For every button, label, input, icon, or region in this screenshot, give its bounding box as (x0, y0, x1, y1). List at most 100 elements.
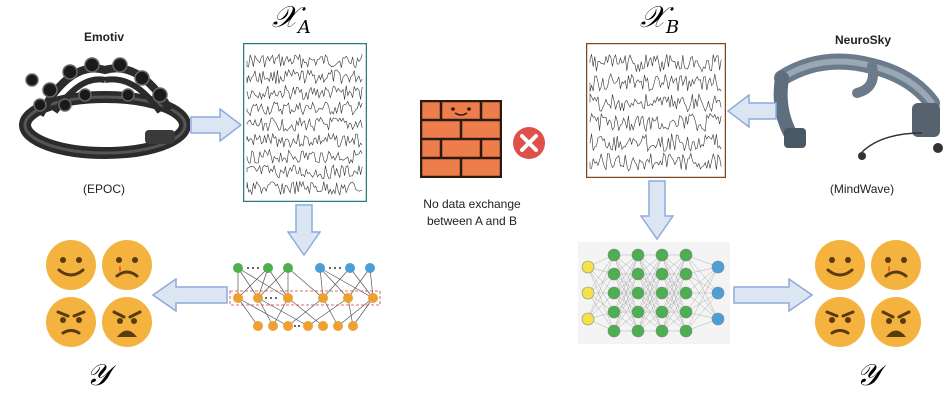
note-line-1: No data exchange (423, 197, 521, 211)
happy-face-icon (46, 240, 96, 290)
network-node (655, 267, 669, 281)
eeg-trace (246, 132, 363, 149)
network-edge (685, 266, 719, 294)
eeg-trace (589, 133, 722, 153)
annoyed-face-icon (815, 297, 865, 347)
network-edge (685, 292, 719, 332)
angry-face-icon (871, 297, 921, 347)
arrow-eeg-a-to-network (287, 204, 321, 256)
eeg-trace (589, 112, 722, 133)
network-node (581, 312, 595, 326)
network-node (607, 324, 621, 338)
sad-face-icon (871, 240, 921, 290)
network-edge (637, 273, 663, 332)
eeg-trace (246, 68, 363, 85)
eeg-trace (246, 100, 363, 117)
network-node (581, 260, 595, 274)
network-node (655, 248, 669, 262)
eeg-signal-panel-b (586, 43, 726, 178)
network-edge (613, 254, 639, 332)
eeg-trace (589, 152, 722, 172)
annoyed-face-icon (46, 297, 96, 347)
network-edge (685, 266, 719, 313)
network-edge (613, 273, 639, 332)
network-node (607, 305, 621, 319)
network-edge (661, 254, 687, 313)
network-edge (587, 292, 615, 332)
network-node (607, 267, 621, 281)
network-node (607, 286, 621, 300)
network-edge (661, 292, 687, 332)
network-edge (685, 273, 719, 320)
network-edge (685, 266, 719, 332)
network-node (631, 286, 645, 300)
network-node (631, 267, 645, 281)
network-edge (661, 254, 687, 332)
network-node (679, 305, 693, 319)
neural-network-a (229, 263, 381, 331)
network-edge (685, 254, 719, 294)
network-edge (587, 273, 615, 320)
no-data-exchange-note: No data exchange between A and B (402, 196, 542, 230)
network-edge (587, 266, 615, 332)
arrow-headset-to-eeg-b (727, 94, 777, 128)
eeg-trace (246, 53, 363, 69)
eeg-trace (246, 164, 363, 180)
network-edge (637, 254, 663, 332)
network-node (655, 286, 669, 300)
output-label-symbol-b: 𝒴 (856, 358, 880, 393)
arrow-network-b-to-emotions (733, 278, 813, 312)
network-node (607, 248, 621, 262)
network-node (679, 267, 693, 281)
network-edge (613, 254, 639, 313)
output-label-symbol-a: 𝒴 (86, 358, 110, 393)
network-edge (661, 254, 687, 294)
emotion-labels-a (44, 238, 154, 350)
network-node (679, 286, 693, 300)
arrow-network-a-to-emotions (152, 278, 228, 312)
input-domain-b-symbol: 𝒳B (640, 0, 680, 38)
network-node (679, 248, 693, 262)
emotiv-label: Emotiv (83, 30, 124, 44)
eeg-trace (589, 73, 722, 92)
network-edge (637, 254, 663, 313)
network-edge (613, 254, 639, 294)
arrow-headset-to-eeg-a (190, 108, 242, 142)
brick-wall-icon (420, 100, 502, 178)
eeg-trace (589, 92, 722, 113)
network-edge (661, 273, 687, 332)
angry-face-icon (102, 297, 152, 347)
blocked-x-icon (513, 127, 545, 159)
network-node (711, 260, 725, 274)
network-node (711, 312, 725, 326)
network-edge (685, 254, 719, 320)
network-node (631, 324, 645, 338)
network-edge (637, 254, 663, 294)
sad-face-icon (102, 240, 152, 290)
note-line-2: between A and B (426, 214, 518, 228)
neurosky-headset-image (773, 53, 943, 160)
network-node (581, 286, 595, 300)
network-edge (587, 254, 615, 320)
network-edge (685, 292, 719, 320)
network-node (711, 286, 725, 300)
network-edge (637, 292, 663, 332)
neural-network-b (578, 242, 730, 344)
neurosky-label: NeuroSky (834, 33, 892, 47)
network-edge (587, 254, 615, 294)
emotiv-model-label: (EPOC) (83, 182, 125, 196)
eeg-trace (246, 148, 363, 165)
happy-face-icon (815, 240, 865, 290)
network-node (679, 324, 693, 338)
eeg-trace (589, 54, 722, 73)
network-edge (613, 292, 639, 332)
network-node (655, 324, 669, 338)
neurosky-model-label: (MindWave) (829, 182, 895, 196)
network-edge (587, 266, 615, 313)
input-domain-a-symbol: 𝒳A (272, 0, 311, 38)
network-node (655, 305, 669, 319)
eeg-signal-panel-a (243, 43, 367, 202)
arrow-eeg-b-to-network (640, 180, 674, 240)
network-node (631, 248, 645, 262)
eeg-trace (246, 84, 363, 101)
